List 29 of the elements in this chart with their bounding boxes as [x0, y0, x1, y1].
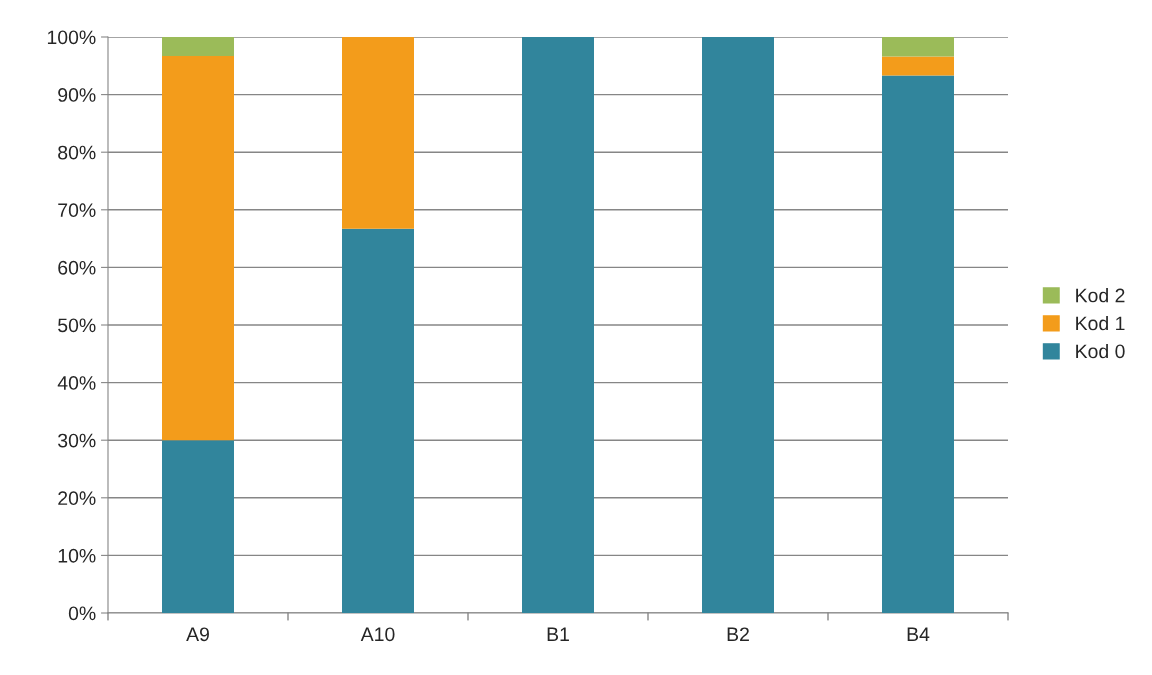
x-tick-label: B4 [907, 627, 930, 641]
bar [162, 440, 234, 613]
bar [882, 75, 954, 613]
legend-label: Kod 2 [1076, 288, 1125, 303]
y-tick-label: 0% [68, 606, 96, 621]
x-tick-label: B2 [727, 627, 749, 641]
y-tick-label: 60% [58, 260, 96, 275]
bar [162, 56, 234, 441]
x-tick-label: A9 [186, 627, 209, 642]
legend-label: Kod 1 [1076, 315, 1125, 331]
bar [882, 56, 954, 76]
y-tick-label: 20% [58, 491, 96, 506]
bar [702, 37, 774, 613]
bar [342, 228, 414, 613]
bar [522, 37, 594, 613]
y-tick-label: 80% [58, 145, 96, 160]
y-tick-label: 90% [58, 88, 96, 102]
x-tick-label: B1 [547, 627, 569, 641]
y-tick-label: 70% [58, 203, 96, 218]
y-tick-label: 10% [58, 548, 96, 563]
y-tick-label: 100% [47, 30, 96, 45]
x-tick-label: A10 [360, 627, 395, 642]
bar [882, 37, 954, 57]
bar [342, 37, 414, 229]
bar [162, 37, 234, 57]
y-tick-label: 50% [58, 318, 96, 333]
y-tick-label: 40% [57, 376, 96, 390]
y-tick-label: 30% [58, 433, 96, 448]
legend-label: Kod 0 [1076, 343, 1125, 359]
